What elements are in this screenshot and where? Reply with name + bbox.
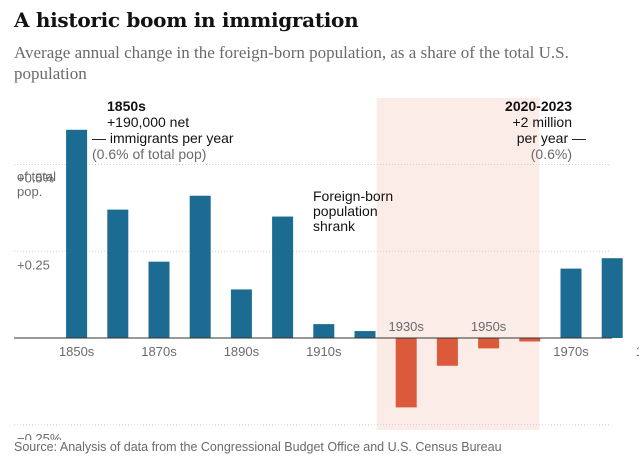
x-tick-label: 1970s [553,344,589,359]
bar-1860s [107,209,129,338]
annotation-right-title: 2020-2023 [505,98,572,114]
annotation-right-line: +2 million [512,114,572,130]
bar-1920s [354,331,376,338]
y-axis-unit-label: of total [17,169,56,184]
bars [66,129,623,408]
bar-chart: +0.5% +0.25 −0.25% 1850s 1870s 1890s 1910s 1930… [14,98,639,441]
y-tick-label: +0.25 [17,257,50,272]
x-tick-label: 1930s [388,319,424,334]
annotation-shaded-line: Foreign-born [313,188,393,204]
chart-subtitle: Average annual change in the foreign-bor… [14,43,569,83]
y-tick-label: −0.25% [17,431,62,440]
x-tick-label: 1870s [141,344,177,359]
bar-1870s [148,261,170,338]
source-note: Source: Analysis of data from the Congre… [14,440,502,454]
bar-1910s [313,324,335,338]
bar-1900s [272,216,294,338]
x-tick-label: 1990s [636,344,639,359]
chart-title: A historic boom in immigration [14,8,359,32]
annotation-left-line: — immigrants per year [92,130,234,146]
bar-1890s [230,289,252,338]
bar-1960s [519,338,541,342]
y-axis-unit-label: pop. [17,184,42,199]
bar-1850s [66,129,88,338]
x-tick-label: 1890s [224,344,260,359]
annotation-shaded-line: shrank [313,218,356,234]
annotation-left-title: 1850s [107,98,146,114]
annotation-right-line: per year — [517,130,586,146]
bar-1950s [478,338,500,349]
x-tick-label: 1910s [306,344,342,359]
bar-1980s [601,258,623,338]
bar-1940s [436,338,458,366]
bar-1930s [395,338,417,408]
y-tick-label: +0.5% [17,171,55,186]
annotation-right-line: (0.6%) [531,146,572,162]
annotation-shaded-line: population [313,203,378,219]
x-tick-label: 1950s [471,319,507,334]
annotation-left-line: (0.6% of total pop) [92,146,206,162]
axis-labels: +0.5% +0.25 −0.25% 1850s 1870s 1890s 1910s 1930… [17,171,639,441]
x-tick-label: 1850s [59,344,95,359]
bar-1880s [189,195,211,338]
annotation-left-line: +190,000 net [107,114,189,130]
bar-1970s [560,268,582,338]
